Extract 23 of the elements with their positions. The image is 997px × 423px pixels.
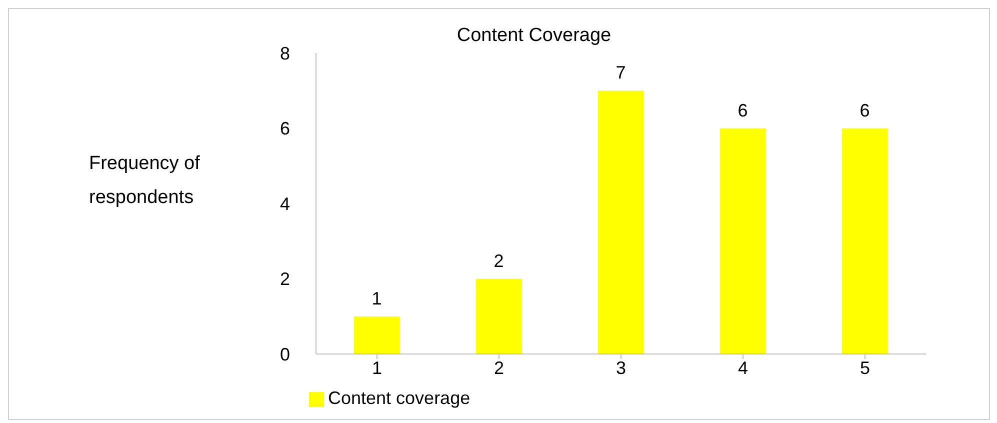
bar [598,90,644,354]
x-tick-label: 3 [616,358,626,378]
data-label: 6 [738,100,748,120]
x-tick-label: 4 [738,358,748,378]
bar [354,316,400,354]
data-label: 7 [616,62,626,83]
y-tick-label: 8 [280,43,290,64]
data-label: 2 [494,250,504,271]
y-axis-title: Frequency of respondents [89,152,201,210]
chart-title: Content Coverage [456,25,612,47]
bar [476,278,522,354]
x-tick-label: 5 [860,358,870,378]
y-tick-label: 4 [280,194,290,214]
y-tick-label: 6 [280,118,290,139]
x-tick-label: 2 [494,358,504,378]
data-label: 1 [372,288,382,308]
y-tick-label: 0 [280,344,290,364]
bar [842,128,888,354]
legend-label: Content coverage [328,388,470,408]
y-tick-label: 2 [280,269,290,290]
bar [720,128,766,354]
x-tick-label: 1 [372,358,382,378]
data-label: 6 [860,100,870,120]
